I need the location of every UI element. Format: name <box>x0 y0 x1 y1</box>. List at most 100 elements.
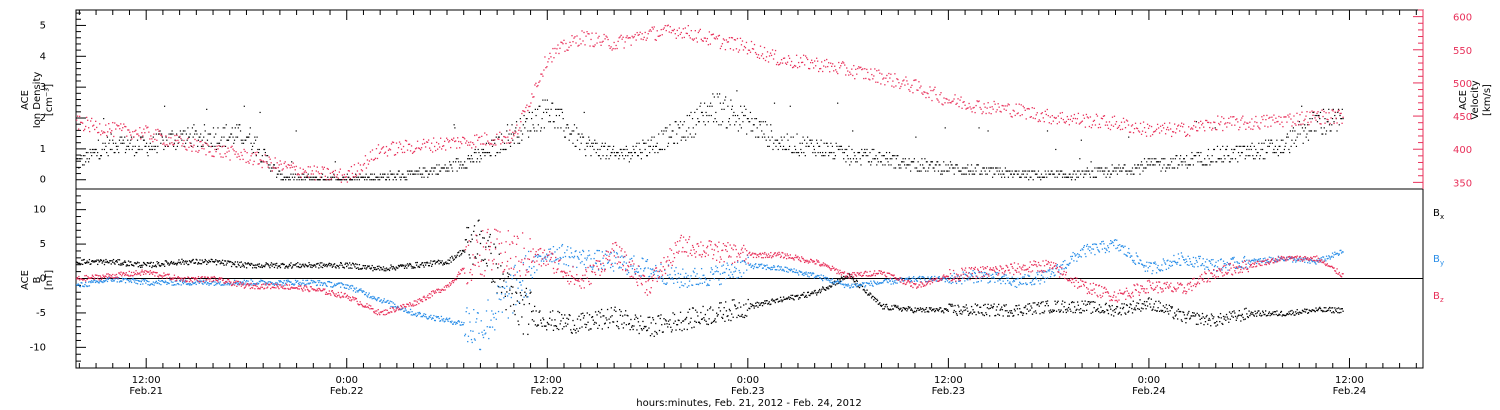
velocity-point <box>873 75 875 77</box>
velocity-point <box>920 85 922 87</box>
Bx-point <box>85 262 87 265</box>
Bx-point <box>797 294 799 297</box>
density-point <box>454 127 456 129</box>
density-point <box>449 161 451 163</box>
density-point <box>740 127 743 129</box>
By-point <box>91 281 94 283</box>
velocity-point <box>450 146 452 149</box>
density-point <box>1299 133 1301 135</box>
Bx-point <box>1058 309 1060 311</box>
Bx-point <box>1072 311 1074 314</box>
velocity-point <box>165 135 167 137</box>
density-point <box>819 151 821 154</box>
Bx-point <box>971 313 973 315</box>
Bx-point <box>559 323 561 325</box>
Bx-point <box>959 312 961 315</box>
Bx-point <box>864 290 866 292</box>
Bx-point <box>396 267 398 269</box>
density-point <box>479 161 481 163</box>
density-point <box>318 179 320 181</box>
Bx-point <box>88 258 91 261</box>
By-point <box>106 280 109 283</box>
velocity-point <box>1064 122 1066 124</box>
density-point <box>94 148 97 151</box>
velocity-point <box>724 48 727 51</box>
velocity-point <box>1314 117 1316 119</box>
velocity-point <box>1052 120 1054 122</box>
density-point <box>673 142 675 144</box>
Bx-point <box>776 298 778 301</box>
velocity-point <box>511 137 513 140</box>
density-point <box>399 176 401 178</box>
Bx-point <box>89 263 91 265</box>
density-point <box>281 173 283 175</box>
density-point <box>973 173 975 175</box>
velocity-point <box>941 103 943 105</box>
velocity-point <box>302 168 304 170</box>
Bx-point <box>1004 305 1006 307</box>
density-point <box>236 136 239 138</box>
density-point <box>819 145 821 147</box>
density-point <box>846 148 848 151</box>
Bx-point <box>297 265 300 268</box>
Bx-point <box>770 299 773 301</box>
Bx-point <box>988 315 991 317</box>
velocity-point <box>1150 125 1153 128</box>
Bx-point <box>770 303 772 305</box>
density-point <box>556 108 558 110</box>
Bx-point <box>697 321 700 323</box>
Bx-point <box>1155 310 1158 312</box>
By-point <box>108 277 110 279</box>
density-point <box>661 130 663 132</box>
Bx-point <box>1046 300 1049 302</box>
density-point <box>448 170 450 172</box>
density-point <box>127 139 129 141</box>
Bx-point <box>813 292 815 294</box>
velocity-point <box>1121 128 1124 130</box>
density-point <box>452 161 454 163</box>
density-point <box>1321 133 1323 135</box>
velocity-point <box>1003 108 1005 110</box>
Bx-point <box>342 266 344 268</box>
Bx-point <box>836 283 838 285</box>
density-point <box>555 114 558 117</box>
velocity-point <box>560 41 562 43</box>
velocity-point <box>226 151 228 153</box>
density-point <box>227 139 230 141</box>
density-point <box>354 179 356 181</box>
Bx-point <box>1234 312 1236 314</box>
density-point <box>778 142 780 144</box>
velocity-point <box>1205 119 1207 122</box>
velocity-point <box>962 101 964 104</box>
velocity-point <box>481 135 483 138</box>
Bx-point <box>680 322 682 324</box>
Bx-point <box>1222 315 1225 318</box>
density-point <box>1055 170 1058 172</box>
Bx-point <box>235 266 237 268</box>
density-point <box>728 118 730 120</box>
Bx-point <box>436 260 439 263</box>
Bx-point <box>919 307 922 309</box>
density-point <box>1085 173 1087 175</box>
field-tick-label: -5 <box>36 308 46 319</box>
Bx-point <box>1187 312 1189 314</box>
velocity-point <box>1281 121 1283 123</box>
Bx-point <box>1184 317 1186 320</box>
velocity-point <box>690 29 692 32</box>
Bx-point <box>252 264 255 266</box>
Bx-point <box>438 263 440 265</box>
x-tick-label-date: Feb.23 <box>731 386 765 397</box>
By-point <box>91 280 93 282</box>
velocity-point <box>1009 113 1011 115</box>
density-point <box>1134 164 1136 166</box>
density-point <box>933 167 935 169</box>
Bx-point <box>761 302 763 304</box>
Bx-point <box>81 259 83 261</box>
Bx-point <box>1298 311 1301 313</box>
density-point <box>848 145 850 147</box>
velocity-point <box>1051 114 1053 117</box>
Bx-point <box>1322 310 1325 312</box>
By-point <box>112 280 115 282</box>
density-point <box>246 136 248 138</box>
velocity-point <box>127 129 129 131</box>
